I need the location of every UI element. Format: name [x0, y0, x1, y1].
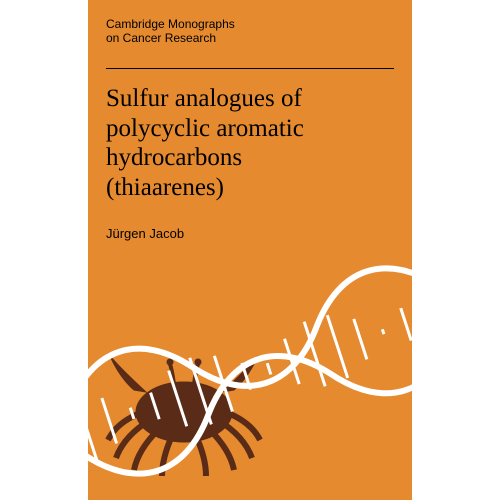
title-line-4: (thiaarenes): [106, 173, 394, 203]
helix-crab-illustration: [88, 260, 412, 500]
book-cover: Cambridge Monographs on Cancer Research …: [88, 0, 412, 500]
title-line-1: Sulfur analogues of: [106, 84, 394, 114]
author: Jürgen Jacob: [106, 226, 184, 241]
series-line-2: on Cancer Research: [106, 32, 235, 46]
title-block: Sulfur analogues of polycyclic aromatic …: [106, 84, 394, 202]
title-line-2: polycyclic aromatic: [106, 114, 394, 144]
series-block: Cambridge Monographs on Cancer Research: [106, 18, 235, 46]
series-line-1: Cambridge Monographs: [106, 18, 235, 32]
title-line-3: hydrocarbons: [106, 143, 394, 173]
cover-art: [88, 260, 412, 500]
horizontal-rule: [106, 68, 394, 69]
